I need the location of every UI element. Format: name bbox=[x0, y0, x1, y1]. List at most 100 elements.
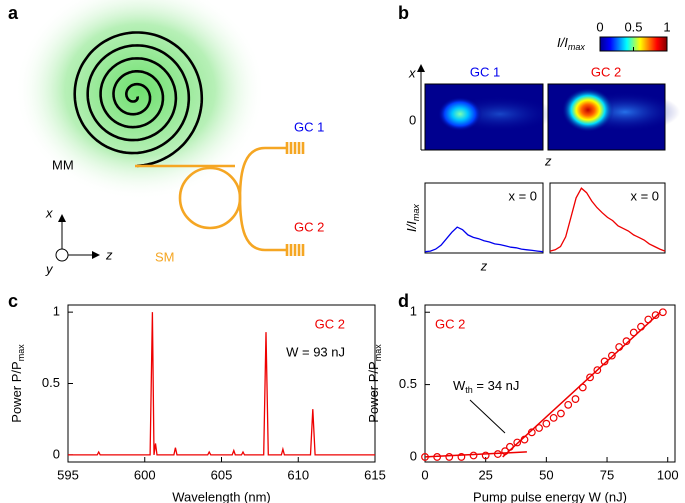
data-point bbox=[527, 428, 536, 437]
axes-box bbox=[549, 182, 666, 254]
panel-label: c bbox=[8, 291, 18, 311]
panel-a: MM SM GC 1 GC 2 x z y bbox=[15, 0, 324, 276]
panel-label: b bbox=[398, 3, 409, 23]
map-title: GC 1 bbox=[470, 64, 500, 79]
data-point bbox=[629, 328, 638, 337]
y-axis-label-sub: max bbox=[373, 344, 383, 362]
data-point bbox=[433, 453, 442, 461]
y-axis-label: Power P/Pmax bbox=[366, 344, 383, 423]
data-point bbox=[658, 308, 667, 317]
glow bbox=[15, 0, 265, 200]
annotation: W = 93 nJ bbox=[286, 344, 345, 359]
single-mode-waveguide bbox=[135, 142, 305, 256]
gc2-label: GC 2 bbox=[294, 219, 324, 234]
y-axis-label-part: I/I bbox=[404, 221, 419, 232]
data-point bbox=[493, 450, 502, 458]
map-title: GC 2 bbox=[591, 64, 621, 79]
y-axis-label: I/Imax bbox=[404, 204, 421, 232]
colorbar-label-part: I/I bbox=[557, 35, 568, 50]
data-point bbox=[557, 409, 565, 418]
axis-tick-label: 0 bbox=[409, 112, 416, 127]
y-tick-label: 0.5 bbox=[42, 375, 60, 390]
x-axis-label: z bbox=[480, 258, 488, 273]
x-tick-label: 610 bbox=[287, 467, 309, 482]
x-tick-label: 595 bbox=[57, 467, 79, 482]
y-axis-label-part: Power P/P bbox=[9, 361, 24, 422]
annotation-part: = 34 nJ bbox=[473, 378, 520, 393]
data-point bbox=[481, 451, 490, 460]
data-point bbox=[578, 383, 587, 392]
x-tick-label: 605 bbox=[211, 467, 233, 482]
axis-origin bbox=[55, 248, 69, 262]
colorbar-tick-label: 0.5 bbox=[624, 19, 642, 34]
data-point bbox=[549, 413, 558, 422]
data-point bbox=[600, 357, 609, 366]
panel-label: a bbox=[8, 3, 19, 23]
data-point bbox=[513, 438, 522, 447]
y-axis-label: Power P/Pmax bbox=[9, 344, 26, 423]
data-point bbox=[520, 435, 529, 444]
gc1-label: GC 1 bbox=[294, 119, 324, 134]
chart-title: GC 2 bbox=[435, 316, 465, 331]
data-point bbox=[445, 453, 454, 461]
axes-box bbox=[424, 182, 544, 254]
multimode-spiral bbox=[73, 31, 204, 168]
annotation: x = 0 bbox=[630, 188, 659, 203]
y-tick-label: 0.5 bbox=[399, 376, 417, 391]
x-tick-label: 0 bbox=[421, 467, 428, 482]
x-tick-label: 25 bbox=[478, 467, 492, 482]
x-tick-label: 600 bbox=[134, 467, 156, 482]
axis-label: z bbox=[544, 153, 552, 168]
annotation: Wth = 34 nJ bbox=[453, 378, 519, 395]
data-point bbox=[469, 451, 478, 460]
axis-label: x bbox=[408, 65, 416, 80]
data-point bbox=[535, 424, 543, 432]
axis-label: y bbox=[45, 261, 54, 276]
intensity-spot bbox=[438, 97, 482, 131]
data-point bbox=[457, 453, 466, 461]
fit-line bbox=[424, 451, 527, 458]
y-axis-label-sub: max bbox=[411, 204, 421, 222]
axes-box bbox=[424, 304, 676, 463]
data-line bbox=[549, 187, 666, 252]
annotation-pointer bbox=[469, 399, 506, 434]
colorbar-label-sub: max bbox=[568, 42, 586, 52]
data-point bbox=[421, 453, 429, 461]
y-tick-label: 1 bbox=[53, 304, 60, 319]
data-point bbox=[637, 322, 645, 331]
x-tick-label: 100 bbox=[657, 467, 679, 482]
x-tick-label: 75 bbox=[600, 467, 614, 482]
y-tick-label: 1 bbox=[410, 304, 417, 319]
x-axis-label: Pump pulse energy W (nJ) bbox=[473, 489, 627, 503]
axis-label: z bbox=[105, 247, 113, 262]
colorbar-label: I/Imax bbox=[557, 35, 585, 52]
y-axis-label-sub: max bbox=[16, 344, 26, 362]
data-point bbox=[593, 366, 602, 375]
intensity-spot bbox=[562, 88, 614, 132]
annotation-part: W bbox=[453, 378, 466, 393]
colorbar-tick-label: 0 bbox=[596, 19, 603, 34]
data-point bbox=[607, 351, 616, 360]
panel-b: GC 1 GC 2 x 0 z bbox=[408, 36, 680, 168]
chart-title: GC 2 bbox=[315, 316, 345, 331]
annotation-sub: th bbox=[465, 385, 473, 395]
colorbar-tick-label: 1 bbox=[663, 19, 670, 34]
data-line bbox=[424, 226, 544, 253]
data-line bbox=[68, 312, 375, 456]
data-point bbox=[586, 373, 594, 382]
mm-label: MM bbox=[52, 157, 74, 172]
data-point bbox=[644, 315, 653, 324]
data-point bbox=[564, 400, 573, 409]
data-point bbox=[501, 447, 509, 456]
annotation: x = 0 bbox=[508, 188, 537, 203]
x-axis-label: Wavelength (nm) bbox=[172, 489, 271, 503]
panel-label: d bbox=[398, 291, 409, 311]
sm-label: SM bbox=[155, 249, 175, 264]
data-point bbox=[615, 343, 624, 351]
data-point bbox=[542, 419, 551, 428]
data-point bbox=[622, 337, 631, 346]
x-tick-label: 50 bbox=[539, 467, 553, 482]
y-axis-label-part: Power P/P bbox=[366, 361, 381, 422]
y-tick-label: 0 bbox=[53, 446, 60, 461]
